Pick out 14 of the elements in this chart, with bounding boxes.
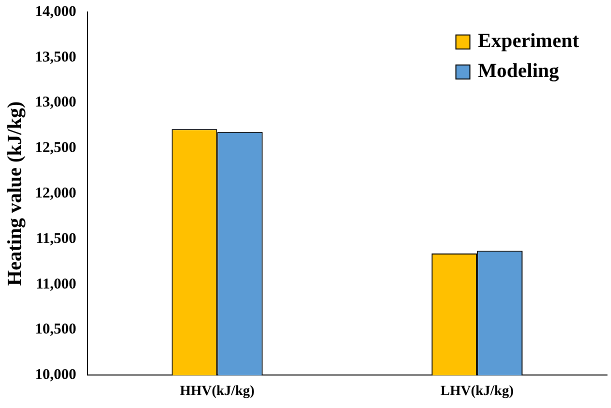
- x-tick-label: LHV(kJ/kg): [440, 384, 514, 400]
- y-tick-label: 10,500: [35, 322, 76, 338]
- y-tick-label: 13,500: [35, 49, 76, 66]
- y-tick-label: 12,000: [35, 185, 76, 202]
- y-tick-label: 11,500: [36, 230, 76, 247]
- y-tick-label: 14,000: [35, 4, 76, 20]
- legend-label: Experiment: [478, 30, 580, 52]
- y-tick-label: 11,000: [36, 276, 76, 292]
- y-axis-title: Heating value (kJ/kg): [4, 101, 26, 286]
- y-tick-label: 12,500: [35, 140, 76, 156]
- y-tick-label: 13,000: [35, 94, 76, 111]
- x-tick-label: HHV(kJ/kg): [180, 384, 255, 400]
- legend-label: Modeling: [478, 60, 560, 82]
- y-tick-label: 10,000: [35, 367, 76, 384]
